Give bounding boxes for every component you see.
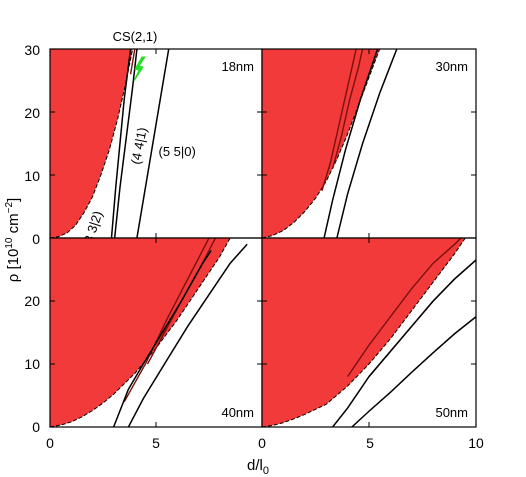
y-tick-20-bottom: 20 <box>24 293 40 309</box>
black-line-p18-0 <box>110 49 132 238</box>
annotation-p18-1: (4 4|1) <box>128 126 150 166</box>
y-tick-10-bottom: 10 <box>24 356 40 372</box>
red-line-p30-0 <box>321 49 357 191</box>
panel-plot-area-p30 <box>262 49 398 238</box>
black-line-p30-0 <box>323 49 379 238</box>
x-axis-title: d/l0 <box>247 457 269 477</box>
red-line-p50-0 <box>347 238 462 377</box>
x-tick-labels: 0 5 0 5 10 <box>46 435 484 451</box>
panel-p30: 30nm <box>261 48 477 239</box>
panel-p40: 40nm <box>49 237 263 428</box>
x-tick-5-right: 5 <box>366 435 374 451</box>
boundary-line-p50 <box>262 238 466 427</box>
x-tick-5-left: 5 <box>152 435 160 451</box>
red-region-p18 <box>50 49 133 238</box>
red-line-p30-1 <box>331 49 364 169</box>
y-tick-20-top: 20 <box>24 105 40 121</box>
panel-p18: 18nm(3 3|2)(4 4|1) (5 5|0)CS(2,1) <box>49 29 263 249</box>
boundary-line-p18 <box>50 49 134 238</box>
panel-label-p40: 40nm <box>221 405 254 420</box>
panel-plot-area-p40 <box>50 238 248 427</box>
cs-marker-label: CS(2,1) <box>113 29 158 44</box>
black-line-p50-1 <box>351 316 476 427</box>
boundary-line-p40 <box>50 238 231 427</box>
red-line-p18-0 <box>129 49 136 75</box>
y-tick-0-bottom: 0 <box>32 419 40 435</box>
y-axis-title: ρ [1010 cm−2] <box>4 198 22 282</box>
x-tick-0: 0 <box>46 435 54 451</box>
panel-label-p30: 30nm <box>435 59 468 74</box>
panel-label-p50: 50nm <box>435 405 468 420</box>
cs-marker-p18: CS(2,1) <box>113 29 158 82</box>
y-tick-0-top: 0 <box>32 231 40 247</box>
black-line-p18-2 <box>136 49 170 238</box>
cs-marker-shape <box>133 56 146 82</box>
black-line-p50-0 <box>332 259 476 427</box>
panel-label-p18: 18nm <box>221 59 254 74</box>
x-tick-10: 10 <box>468 435 484 451</box>
y-tick-30: 30 <box>24 42 40 58</box>
y-tick-labels: 30 20 10 0 20 10 0 <box>24 42 40 435</box>
red-line-p40-0 <box>123 238 210 403</box>
black-line-p30-1 <box>336 49 398 238</box>
black-line-p40-1 <box>127 243 248 427</box>
y-tick-10-top: 10 <box>24 168 40 184</box>
panel-plot-area-p50 <box>262 238 476 427</box>
black-line-p18-1 <box>113 49 138 238</box>
red-region-p50 <box>262 238 466 427</box>
red-region-p40 <box>50 238 231 427</box>
black-line-p40-0 <box>112 250 212 427</box>
panel-plot-area-p18 <box>50 49 170 238</box>
x-tick-0-right: 0 <box>258 435 266 451</box>
annotation-p18-2: (5 5|0) <box>159 144 196 159</box>
panel-p50: 50nm <box>261 237 477 428</box>
